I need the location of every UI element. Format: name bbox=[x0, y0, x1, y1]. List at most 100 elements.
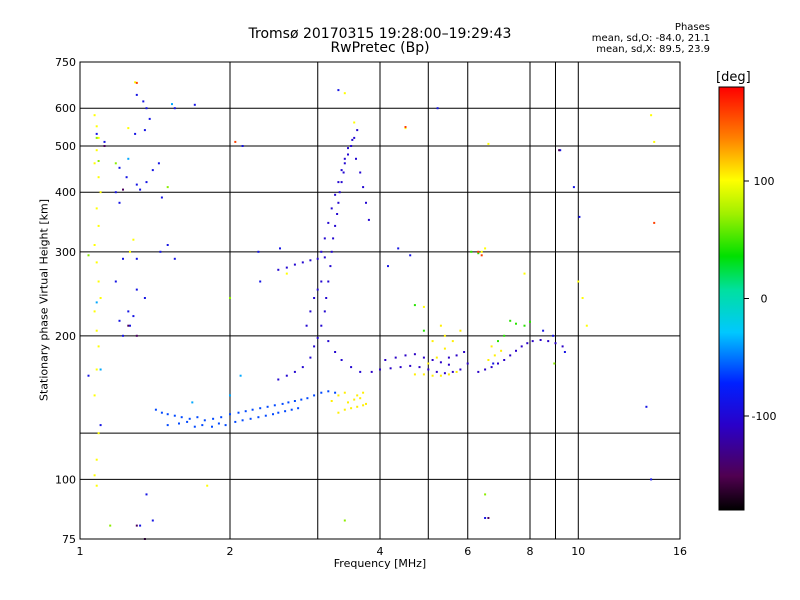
data-point bbox=[399, 366, 402, 369]
colorbar-ticks: 100 0 -100 bbox=[744, 175, 776, 423]
data-point bbox=[362, 391, 365, 394]
data-point bbox=[95, 484, 98, 487]
data-point bbox=[157, 162, 160, 165]
phases-x-stats: mean, sd,X: 89.5, 23.9 bbox=[596, 44, 710, 55]
data-point bbox=[257, 416, 260, 419]
data-point bbox=[362, 404, 365, 407]
x-axis-label: Frequency [MHz] bbox=[333, 557, 427, 570]
data-point bbox=[103, 145, 106, 147]
data-point bbox=[309, 310, 312, 313]
data-point bbox=[503, 334, 506, 337]
data-point bbox=[279, 247, 281, 250]
x-tick-label: 2 bbox=[227, 545, 234, 558]
data-point bbox=[585, 324, 588, 327]
data-point bbox=[443, 347, 446, 350]
data-point bbox=[97, 280, 100, 283]
data-point bbox=[653, 140, 656, 143]
data-point bbox=[306, 397, 309, 400]
data-point bbox=[166, 244, 169, 246]
data-point bbox=[97, 345, 100, 348]
data-point bbox=[309, 356, 312, 359]
data-point bbox=[122, 257, 124, 260]
data-point bbox=[316, 336, 319, 339]
data-point bbox=[347, 147, 349, 150]
data-point bbox=[413, 373, 416, 376]
data-point bbox=[500, 349, 503, 352]
data-point bbox=[95, 458, 98, 461]
data-point bbox=[459, 368, 462, 371]
data-point bbox=[99, 297, 102, 299]
x-tick-label: 10 bbox=[571, 545, 585, 558]
data-point bbox=[650, 114, 653, 117]
y-tick-label: 600 bbox=[55, 102, 76, 115]
data-point bbox=[313, 394, 316, 397]
data-point bbox=[118, 166, 121, 169]
data-point bbox=[343, 92, 346, 95]
data-point bbox=[93, 162, 96, 165]
data-point bbox=[503, 359, 506, 361]
data-point bbox=[343, 519, 346, 522]
y-tick-label: 300 bbox=[55, 246, 76, 259]
data-point bbox=[293, 400, 296, 402]
data-point bbox=[336, 213, 339, 215]
data-point bbox=[337, 181, 340, 184]
data-point bbox=[365, 201, 367, 204]
data-point bbox=[135, 257, 138, 260]
y-axis-ticks: 75 100 200 300 400 500 600 750 bbox=[55, 56, 76, 546]
data-point bbox=[347, 153, 349, 156]
data-point bbox=[160, 196, 163, 199]
data-point bbox=[87, 374, 90, 377]
data-point bbox=[409, 254, 412, 257]
data-point bbox=[497, 340, 499, 343]
data-point bbox=[350, 366, 353, 369]
data-point bbox=[229, 413, 231, 416]
data-point bbox=[435, 356, 438, 359]
data-point bbox=[145, 181, 148, 184]
data-point bbox=[237, 411, 240, 414]
data-point bbox=[337, 201, 340, 204]
x-tick-label: 8 bbox=[527, 545, 534, 558]
data-point bbox=[330, 400, 333, 402]
data-point bbox=[191, 401, 194, 404]
data-point bbox=[559, 149, 562, 152]
data-point bbox=[95, 368, 98, 371]
data-point bbox=[552, 334, 555, 337]
data-point bbox=[145, 107, 148, 110]
data-point bbox=[211, 425, 213, 428]
data-point bbox=[356, 394, 359, 397]
data-point bbox=[293, 263, 296, 266]
data-point bbox=[186, 420, 189, 423]
data-point bbox=[251, 408, 254, 411]
data-point bbox=[234, 140, 237, 143]
data-point bbox=[439, 361, 442, 364]
data-point bbox=[95, 329, 98, 332]
data-point bbox=[645, 405, 648, 408]
data-point bbox=[95, 301, 98, 304]
data-point bbox=[132, 315, 135, 318]
data-point bbox=[470, 250, 473, 253]
data-point bbox=[418, 366, 421, 369]
data-point bbox=[353, 136, 356, 139]
colorbar-tick-label: -100 bbox=[752, 410, 777, 423]
data-point bbox=[103, 140, 106, 143]
data-point bbox=[313, 297, 316, 299]
data-point bbox=[480, 250, 483, 253]
data-point bbox=[484, 517, 487, 519]
data-point bbox=[529, 320, 531, 323]
data-point bbox=[350, 145, 353, 147]
data-point bbox=[95, 149, 98, 152]
data-point bbox=[125, 176, 128, 179]
data-point bbox=[259, 407, 262, 410]
data-point bbox=[353, 398, 356, 401]
data-point bbox=[323, 237, 326, 240]
data-point bbox=[327, 221, 330, 224]
data-point bbox=[487, 142, 490, 145]
data-point bbox=[97, 224, 100, 227]
data-point bbox=[531, 340, 534, 343]
y-tick-label: 100 bbox=[55, 473, 76, 486]
data-point bbox=[87, 254, 90, 257]
data-point bbox=[325, 297, 328, 299]
data-point bbox=[404, 127, 407, 130]
data-point bbox=[193, 425, 196, 428]
data-point bbox=[439, 324, 442, 327]
